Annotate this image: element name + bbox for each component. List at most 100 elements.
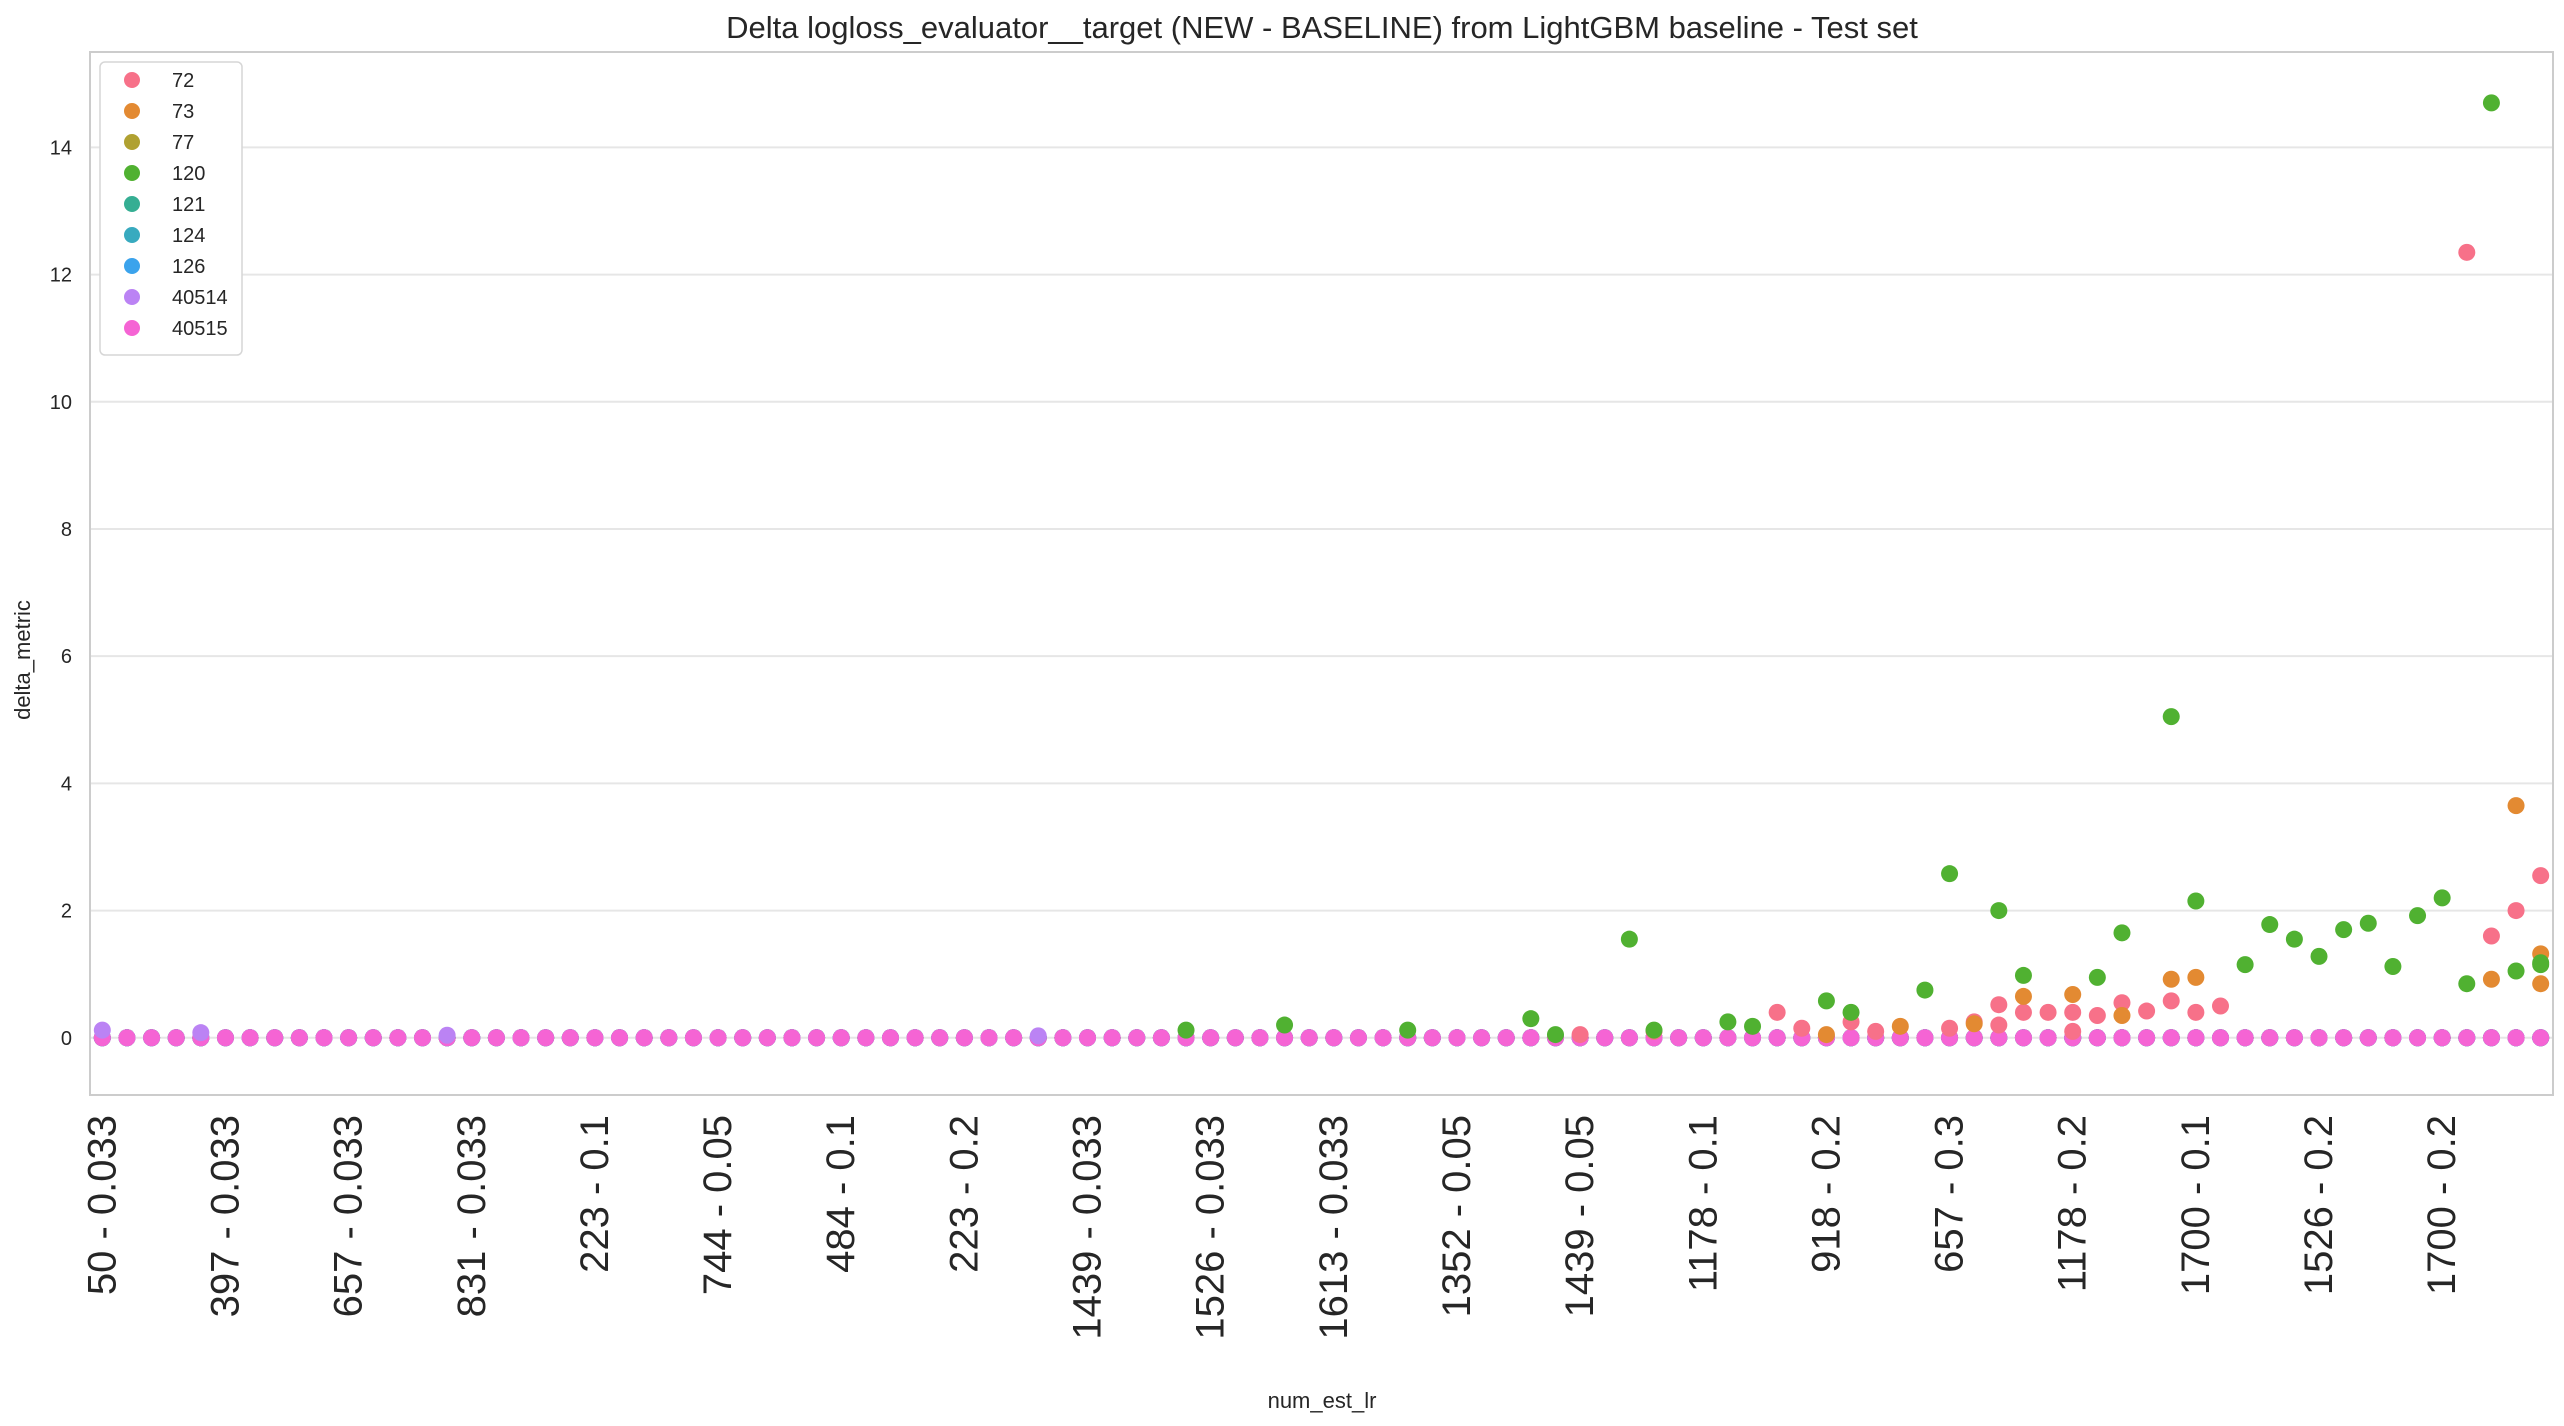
x-tick-labels: 50 - 0.033 397 - 0.033 657 - 0.033 831 - 0.… — [80, 1115, 2464, 1340]
point-40515 — [1842, 1029, 1860, 1047]
point-40515 — [1916, 1029, 1934, 1047]
x-tick-label: 1439 - 0.05 — [1558, 1115, 1602, 1317]
point-40515 — [1276, 1029, 1294, 1047]
point-40515 — [2236, 1029, 2254, 1047]
point-40515 — [1473, 1029, 1491, 1047]
point-120 — [1177, 1021, 1195, 1039]
point-72 — [1793, 1019, 1811, 1037]
legend-marker — [124, 196, 140, 212]
point-120 — [1645, 1021, 1663, 1039]
point-40515 — [1202, 1029, 1220, 1047]
point-40515 — [364, 1029, 382, 1047]
point-40515 — [1965, 1029, 1983, 1047]
point-120 — [2384, 958, 2402, 976]
legend-label: 120 — [172, 163, 205, 185]
y-tick-label: 8 — [61, 519, 72, 541]
x-tick-label: 1526 - 0.2 — [2297, 1115, 2341, 1295]
point-40515 — [2335, 1029, 2353, 1047]
point-73 — [2482, 970, 2500, 988]
point-40515 — [1054, 1029, 1072, 1047]
point-40515 — [1596, 1029, 1614, 1047]
point-40515 — [315, 1029, 333, 1047]
legend-marker — [124, 72, 140, 88]
point-40515 — [2285, 1029, 2303, 1047]
x-tick-label: 223 - 0.1 — [573, 1115, 617, 1273]
point-73 — [2187, 968, 2205, 986]
point-120 — [2359, 914, 2377, 932]
point-40515 — [635, 1029, 653, 1047]
point-40515 — [1694, 1029, 1712, 1047]
point-40514 — [1029, 1027, 1047, 1045]
point-72 — [2039, 1003, 2057, 1021]
x-tick-label: 831 - 0.033 — [450, 1115, 494, 1317]
legend-label: 124 — [172, 225, 205, 247]
legend: 72 73 77 120 121 124 126 40514 40515 — [99, 61, 243, 356]
point-40515 — [980, 1029, 998, 1047]
legend-marker — [124, 103, 140, 119]
y-tick-labels: 0 2 4 6 8 10 12 14 — [50, 137, 72, 1049]
point-40515 — [216, 1029, 234, 1047]
legend-marker — [124, 320, 140, 336]
point-120 — [2187, 892, 2205, 910]
legend-label: 72 — [172, 70, 194, 92]
point-40515 — [1497, 1029, 1515, 1047]
chart-title: Delta logloss_evaluator__target (NEW - B… — [726, 10, 1918, 45]
point-40515 — [1719, 1029, 1737, 1047]
point-120 — [1990, 902, 2008, 920]
x-tick-label: 50 - 0.033 — [80, 1115, 124, 1295]
point-40515 — [1005, 1029, 1023, 1047]
point-120 — [1941, 865, 1959, 883]
legend-label: 73 — [172, 101, 194, 123]
point-72 — [2064, 1022, 2082, 1040]
point-120 — [2236, 956, 2254, 974]
y-tick-label: 0 — [61, 1028, 72, 1050]
point-72 — [1768, 1003, 1786, 1021]
y-tick-label: 4 — [61, 773, 72, 795]
point-120 — [2162, 708, 2180, 726]
legend-marker — [124, 289, 140, 305]
y-gridlines — [90, 146, 2553, 1039]
point-72 — [2014, 1003, 2032, 1021]
point-40515 — [660, 1029, 678, 1047]
point-40515 — [832, 1029, 850, 1047]
point-40515 — [734, 1029, 752, 1047]
point-73 — [2014, 987, 2032, 1005]
point-120 — [2310, 947, 2328, 965]
point-120 — [1817, 992, 1835, 1010]
point-40515 — [783, 1029, 801, 1047]
point-120 — [2088, 968, 2106, 986]
y-tick-label: 12 — [50, 265, 72, 287]
point-120 — [1916, 981, 1934, 999]
x-tick-label: 1178 - 0.2 — [2051, 1115, 2095, 1292]
point-40515 — [1349, 1029, 1367, 1047]
legend-box — [99, 61, 243, 356]
point-40514 — [93, 1021, 111, 1039]
point-40515 — [1990, 1029, 2008, 1047]
point-73 — [1891, 1017, 1909, 1035]
point-40515 — [1620, 1029, 1638, 1047]
point-72 — [2458, 243, 2476, 261]
legend-label: 121 — [172, 194, 205, 216]
point-72 — [2211, 997, 2229, 1015]
point-40515 — [1768, 1029, 1786, 1047]
y-axis-label: delta_metric — [10, 600, 35, 720]
point-72 — [2064, 1003, 2082, 1021]
point-40515 — [2261, 1029, 2279, 1047]
point-120 — [2014, 966, 2032, 984]
point-72 — [2482, 927, 2500, 945]
x-tick-label: 1352 - 0.05 — [1435, 1115, 1479, 1317]
point-40515 — [955, 1029, 973, 1047]
x-tick-label: 1613 - 0.033 — [1312, 1115, 1356, 1340]
point-120 — [1620, 930, 1638, 948]
point-120 — [2113, 924, 2131, 942]
point-40515 — [2138, 1029, 2156, 1047]
point-40515 — [2310, 1029, 2328, 1047]
y-tick-label: 14 — [50, 137, 72, 159]
point-40515 — [118, 1029, 136, 1047]
point-40515 — [1079, 1029, 1097, 1047]
point-120 — [1719, 1013, 1737, 1031]
point-120 — [1546, 1026, 1564, 1044]
point-40515 — [2532, 1029, 2550, 1047]
legend-marker — [124, 227, 140, 243]
